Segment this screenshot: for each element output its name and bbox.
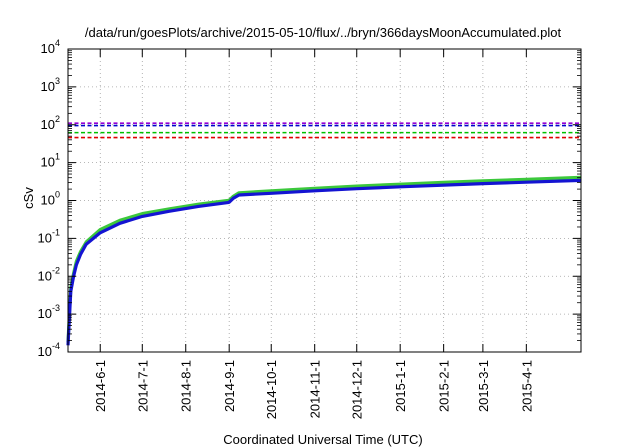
x-tick-label: 2014-9-1 — [222, 360, 237, 412]
y-tick-label: 10-1 — [38, 227, 60, 245]
y-axis-label: cSv — [21, 187, 36, 209]
x-tick-label: 2014-10-1 — [264, 360, 279, 419]
y-tick-label: 102 — [41, 114, 60, 132]
y-tick-label: 10-3 — [38, 303, 60, 321]
x-tick-label: 2014-12-1 — [350, 360, 365, 419]
series-line — [66, 175, 582, 343]
y-tick-label: 103 — [41, 76, 60, 94]
plot-frame — [67, 48, 582, 353]
x-tick-label: 2014-7-1 — [135, 360, 150, 412]
grid — [68, 49, 581, 352]
x-tick-label: 2014-6-1 — [93, 360, 108, 412]
axis-ticks: 10-4 10-3 10-2 10-1 100 101 102 103 104 2014-6-1 2… — [38, 38, 581, 419]
y-tick-label: 100 — [41, 190, 60, 208]
series-layer — [66, 175, 582, 346]
x-tick-label: 2014-11-1 — [308, 360, 323, 418]
y-tick-label: 10-4 — [38, 341, 60, 359]
x-tick-label: 2015-2-1 — [437, 360, 452, 412]
series-line — [66, 178, 582, 346]
x-tick-label: 2015-1-1 — [393, 360, 408, 412]
y-tick-label: 101 — [41, 152, 60, 170]
y-tick-label: 10-2 — [38, 265, 60, 283]
x-tick-label: 2014-8-1 — [179, 360, 194, 412]
chart-title: /data/run/goesPlots/archive/2015-05-10/f… — [85, 25, 562, 40]
y-tick-label: 104 — [41, 38, 60, 56]
x-tick-label: 2015-4-1 — [519, 360, 534, 412]
x-axis-label: Coordinated Universal Time (UTC) — [223, 432, 422, 447]
x-tick-label: 2015-3-1 — [476, 360, 491, 412]
threshold-lines — [68, 122, 581, 139]
